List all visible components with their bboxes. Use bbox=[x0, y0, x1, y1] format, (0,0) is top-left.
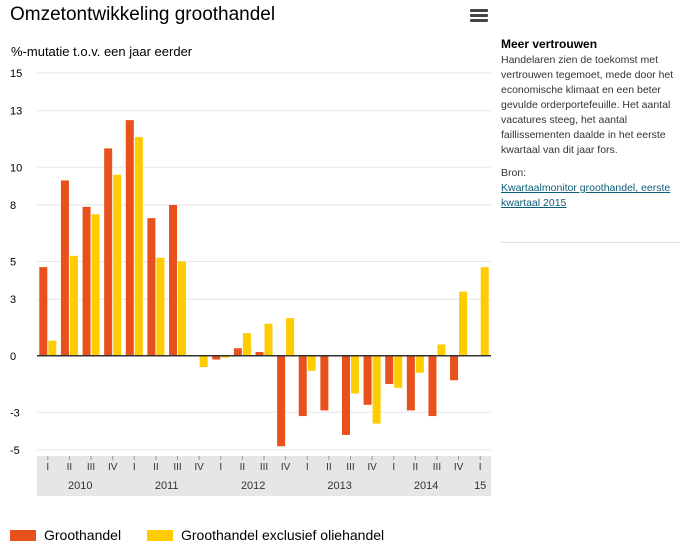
bar-exclusief-oliehandel bbox=[307, 355, 316, 371]
bar-groothandel bbox=[39, 267, 48, 356]
bar-groothandel bbox=[341, 355, 350, 435]
legend-label-exclusief-oliehandel: Groothandel exclusief oliehandel bbox=[181, 527, 385, 543]
bar-groothandel bbox=[169, 204, 178, 356]
bar-exclusief-oliehandel bbox=[221, 355, 230, 358]
year-label: 2012 bbox=[241, 480, 265, 492]
legend-item-exclusief-oliehandel[interactable]: Groothandel exclusief oliehandel bbox=[147, 527, 384, 543]
x-tick-label: II bbox=[67, 462, 73, 473]
bar-groothandel bbox=[125, 120, 134, 356]
year-label: 2010 bbox=[68, 480, 92, 492]
bar-exclusief-oliehandel bbox=[480, 267, 489, 356]
legend-item-groothandel[interactable]: Groothandel bbox=[10, 527, 121, 543]
bar-exclusief-oliehandel bbox=[178, 261, 187, 356]
source-label: Bron: bbox=[501, 167, 527, 179]
y-tick-label: 5 bbox=[10, 257, 16, 269]
x-tick-label: II bbox=[240, 462, 246, 473]
legend-swatch-exclusief-oliehandel bbox=[147, 530, 173, 541]
bar-groothandel bbox=[212, 355, 221, 360]
bar-exclusief-oliehandel bbox=[48, 340, 57, 356]
x-tick-label: IV bbox=[454, 462, 464, 473]
side-panel: Meer vertrouwen Handelaren zien de toeko… bbox=[501, 37, 679, 211]
legend-swatch-groothandel bbox=[10, 530, 36, 541]
x-tick-label: II bbox=[413, 462, 419, 473]
x-axis-band bbox=[37, 456, 491, 496]
hamburger-menu-icon[interactable] bbox=[470, 9, 488, 23]
bar-groothandel bbox=[385, 355, 394, 385]
x-tick-label: III bbox=[173, 462, 181, 473]
bar-exclusief-oliehandel bbox=[350, 355, 359, 394]
chart-title: Omzetontwikkeling groothandel bbox=[10, 4, 276, 25]
x-tick-label: IV bbox=[108, 462, 118, 473]
bar-groothandel bbox=[60, 180, 69, 356]
y-tick-label: -3 bbox=[10, 407, 20, 419]
y-tick-label: 0 bbox=[10, 351, 16, 363]
x-tick-label: I bbox=[133, 462, 136, 473]
bar-exclusief-oliehandel bbox=[134, 137, 143, 356]
y-tick-label: 3 bbox=[10, 294, 16, 306]
bar-groothandel bbox=[298, 355, 307, 417]
y-tick-label: 8 bbox=[10, 200, 16, 212]
bar-exclusief-oliehandel bbox=[437, 344, 446, 356]
bar-groothandel bbox=[233, 348, 242, 356]
x-tick-label: IV bbox=[281, 462, 291, 473]
bar-groothandel bbox=[428, 355, 437, 417]
bar-exclusief-oliehandel bbox=[242, 333, 251, 356]
bar-groothandel bbox=[450, 355, 459, 381]
x-tick-label: II bbox=[153, 462, 159, 473]
bar-groothandel bbox=[363, 355, 372, 405]
side-panel-divider bbox=[501, 242, 680, 243]
bar-exclusief-oliehandel bbox=[113, 174, 122, 356]
side-panel-body: Handelaren zien de toekomst met vertrouw… bbox=[501, 54, 674, 156]
y-axis-title: %-mutatie t.o.v. een jaar eerder bbox=[11, 44, 193, 59]
bar-exclusief-oliehandel bbox=[156, 257, 165, 356]
legend-label-groothandel: Groothandel bbox=[44, 527, 122, 543]
bar-groothandel bbox=[82, 206, 91, 356]
x-tick-label: I bbox=[46, 462, 49, 473]
x-tick-label: III bbox=[433, 462, 441, 473]
bar-exclusief-oliehandel bbox=[415, 355, 424, 373]
y-tick-label: -5 bbox=[10, 445, 20, 457]
year-label: 2011 bbox=[155, 480, 179, 492]
y-tick-label: 10 bbox=[10, 162, 22, 174]
x-tick-label: III bbox=[260, 462, 268, 473]
bar-exclusief-oliehandel bbox=[394, 355, 403, 388]
x-tick-label: IV bbox=[194, 462, 204, 473]
x-tick-label: I bbox=[479, 462, 482, 473]
year-label: 2013 bbox=[327, 480, 351, 492]
bar-exclusief-oliehandel bbox=[199, 355, 208, 368]
bar-exclusief-oliehandel bbox=[69, 255, 78, 356]
bar-groothandel bbox=[406, 355, 415, 411]
x-tick-label: II bbox=[326, 462, 332, 473]
x-tick-label: I bbox=[392, 462, 395, 473]
bar-exclusief-oliehandel bbox=[91, 214, 100, 356]
year-label: 15 bbox=[474, 480, 486, 492]
bar-groothandel bbox=[255, 351, 264, 356]
side-panel-title: Meer vertrouwen bbox=[501, 37, 598, 51]
bar-exclusief-oliehandel bbox=[459, 291, 468, 356]
bar-exclusief-oliehandel bbox=[264, 323, 273, 356]
y-tick-label: 15 bbox=[10, 68, 22, 80]
y-tick-label: 13 bbox=[10, 106, 22, 118]
x-tick-label: IV bbox=[367, 462, 377, 473]
bar-groothandel bbox=[147, 218, 156, 356]
source-link[interactable]: Kwartaalmonitor groothandel, eerste kwar… bbox=[501, 182, 671, 209]
x-tick-label: III bbox=[346, 462, 354, 473]
bar-exclusief-oliehandel bbox=[372, 355, 381, 424]
bar-groothandel bbox=[320, 355, 329, 411]
x-tick-label: I bbox=[306, 462, 309, 473]
bar-groothandel bbox=[277, 355, 286, 447]
year-label: 2014 bbox=[414, 480, 438, 492]
x-tick-label: III bbox=[87, 462, 95, 473]
bar-exclusief-oliehandel bbox=[286, 318, 295, 356]
bar-groothandel bbox=[104, 148, 113, 356]
x-tick-label: I bbox=[219, 462, 222, 473]
